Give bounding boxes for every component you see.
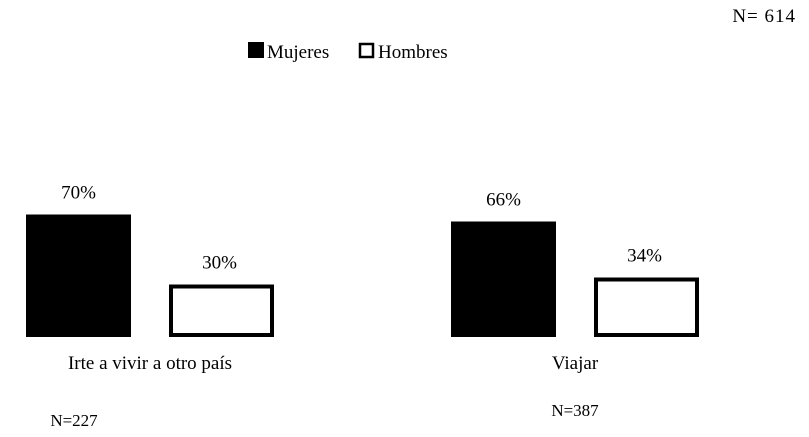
- legend-swatch-hombres: [358, 42, 375, 59]
- total-n-note: N= 614: [732, 6, 796, 27]
- data-label-hombres-viajar: 34%: [627, 246, 662, 267]
- data-label-mujeres-viajar: 66%: [486, 190, 521, 211]
- category-n-note-viajar: N=387: [551, 401, 599, 420]
- data-label-hombres-irte-a-vivir-a-otro-pais: 30%: [202, 253, 237, 274]
- legend: Mujeres Hombres: [248, 42, 448, 63]
- category-label-viajar: Viajar: [552, 353, 599, 374]
- legend-swatch-mujeres: [248, 42, 264, 58]
- legend-label-hombres: Hombres: [378, 42, 448, 63]
- bar-hombres-irte-a-vivir-a-otro-pais: [169, 284, 274, 337]
- category-label-irte-a-vivir-a-otro-pais: Irte a vivir a otro país: [68, 353, 232, 374]
- data-label-mujeres-irte-a-vivir-a-otro-pais: 70%: [61, 183, 96, 204]
- bar-mujeres-viajar: [451, 221, 556, 337]
- legend-label-mujeres: Mujeres: [267, 42, 329, 63]
- bar-mujeres-irte-a-vivir-a-otro-pais: [26, 214, 131, 337]
- bar-hombres-viajar: [594, 277, 699, 337]
- category-n-note-irte-a-vivir-a-otro-pais: N=227: [50, 411, 98, 430]
- plot-area: 70% 30% Irte a vivir a otro país N=227 66% 34…: [26, 183, 699, 430]
